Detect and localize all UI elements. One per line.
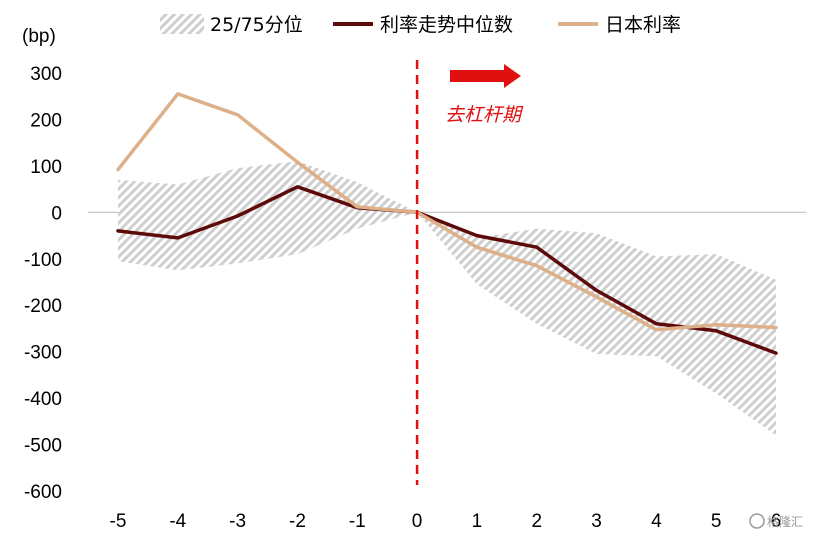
x-tick-label: 5 xyxy=(711,511,722,532)
series-line-1 xyxy=(116,185,778,355)
x-tick-label: 1 xyxy=(472,511,483,532)
x-tick-label: 0 xyxy=(412,511,423,532)
series-line-2 xyxy=(116,92,778,332)
arrow-right-icon xyxy=(450,64,521,88)
y-tick-label: -200 xyxy=(24,296,62,317)
legend-label-series-2: 日本利率 xyxy=(605,14,681,36)
legend-swatch-band xyxy=(160,14,204,34)
x-tick-label: 3 xyxy=(591,511,602,532)
watermark-text: 格隆汇 xyxy=(767,514,803,529)
x-tick-label: -2 xyxy=(289,511,306,532)
y-tick-label: 100 xyxy=(30,157,62,178)
y-tick-label: -100 xyxy=(24,250,62,271)
y-tick-label: -300 xyxy=(24,343,62,364)
y-tick-label: 0 xyxy=(51,203,62,224)
x-tick-label: -1 xyxy=(349,511,366,532)
legend-label-series-1: 利率走势中位数 xyxy=(380,14,513,36)
watermark-logo: 格隆汇 xyxy=(749,513,803,529)
y-tick-label: 200 xyxy=(30,110,62,131)
y-tick-label: -400 xyxy=(24,389,62,410)
x-tick-label: 4 xyxy=(651,511,662,532)
y-tick-label: -500 xyxy=(24,436,62,457)
x-tick-label: -3 xyxy=(229,511,246,532)
y-axis-unit-label: (bp) xyxy=(22,26,56,47)
x-tick-label: -5 xyxy=(110,511,127,532)
y-tick-label: -600 xyxy=(24,482,62,503)
x-tick-label: 2 xyxy=(531,511,542,532)
annotation-label: 去杠杆期 xyxy=(445,104,524,126)
x-tick-label: -4 xyxy=(169,511,186,532)
y-tick-label: 300 xyxy=(30,64,62,85)
percentile-band-area xyxy=(118,161,776,436)
legend-label-band: 25/75分位 xyxy=(210,14,303,36)
x-tick-label: 6 xyxy=(771,511,782,532)
